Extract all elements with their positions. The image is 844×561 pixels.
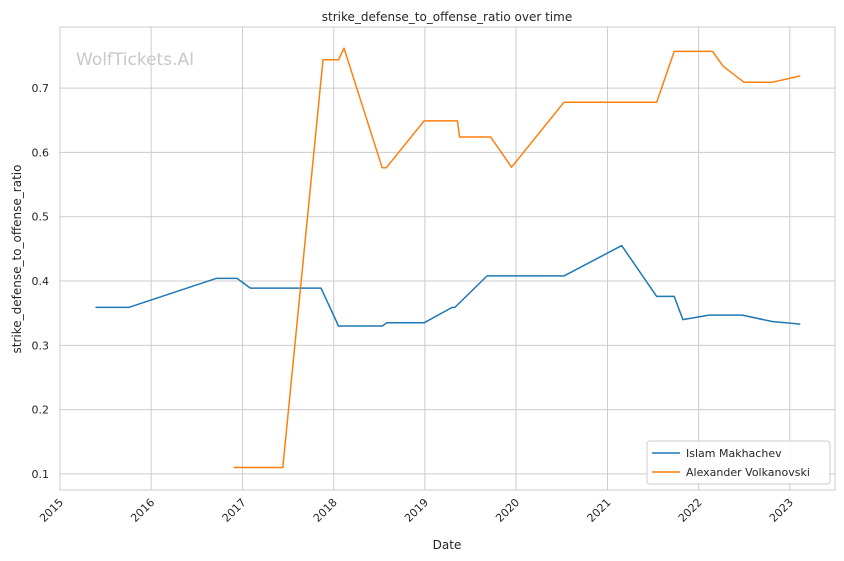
y-tick-label: 0.6 [32, 146, 50, 159]
y-tick-label: 0.1 [32, 468, 50, 481]
y-tick-label: 0.7 [32, 82, 50, 95]
legend-label-alexander-volkanovski: Alexander Volkanovski [686, 466, 810, 479]
y-tick-label: 0.2 [32, 404, 50, 417]
series-line-alexander-volkanovski [233, 47, 801, 469]
legend-box [646, 440, 831, 485]
series-lines [95, 47, 801, 469]
series-line-islam-makhachev [95, 244, 801, 327]
x-axis-title: Date [433, 538, 462, 552]
y-tick-label: 0.4 [32, 275, 50, 288]
y-axis-ticks: 0.1 0.2 0.3 0.4 0.5 0.6 0.7 [32, 82, 50, 481]
y-tick-label: 0.5 [32, 211, 50, 224]
x-axis-ticks: 2015 2016 2017 2018 2019 2020 2021 2022 2023 [37, 496, 796, 525]
chart-title: strike_defense_to_offense_ratio over tim… [322, 10, 572, 24]
y-axis-title: strike_defense_to_offense_ratio [10, 165, 24, 354]
plot-frame [59, 26, 836, 491]
watermark-text: WolfTickets.AI [76, 50, 194, 70]
legend: Islam Makhachev Alexander Volkanovski [646, 440, 831, 485]
legend-label-islam-makhachev: Islam Makhachev [686, 447, 782, 460]
y-tick-label: 0.3 [32, 339, 50, 352]
